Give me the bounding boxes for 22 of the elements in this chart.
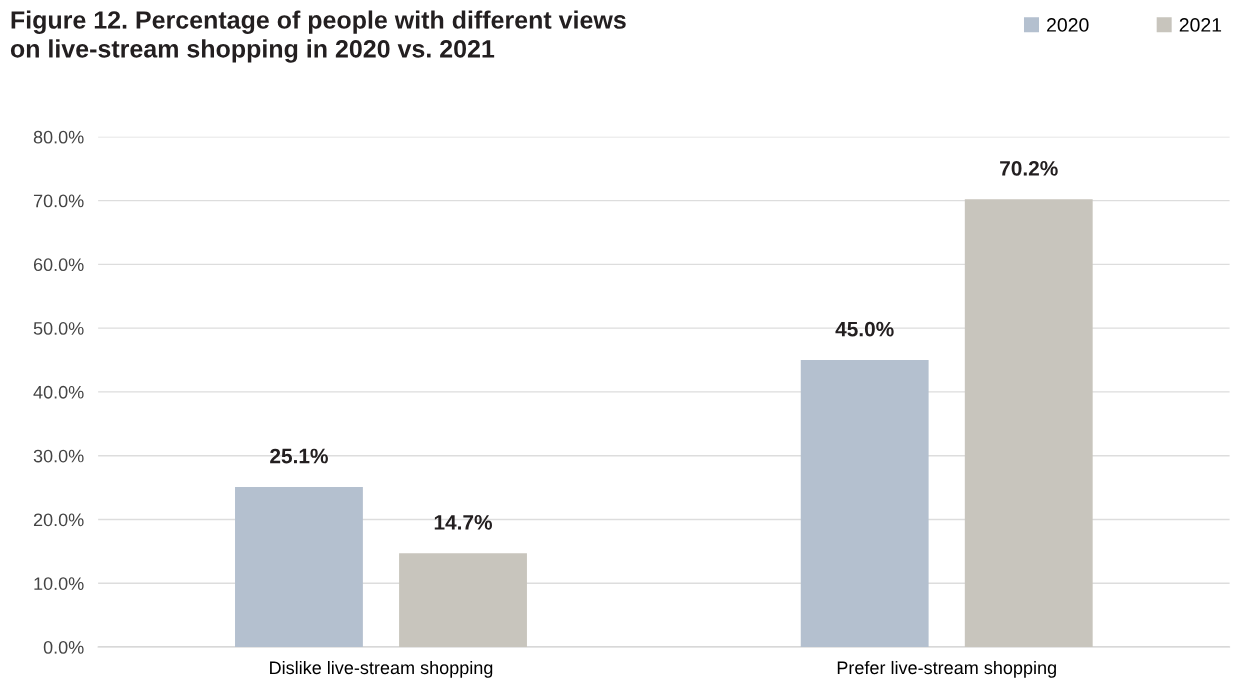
- chart-title: Figure 12. Percentage of people with different views on live-stream shopping in 2020 vs. 2021: [10, 10, 626, 63]
- data-label: 25.1%: [270, 448, 328, 464]
- x-tick-label: Prefer live-stream shopping: [837, 660, 1056, 678]
- y-tick-label: 10.0%: [34, 577, 84, 590]
- data-label: 14.7%: [434, 515, 492, 530]
- y-tick-label: 40.0%: [33, 385, 84, 399]
- bar: [964, 199, 1093, 648]
- bar: [235, 486, 363, 648]
- y-tick-label: 30.0%: [33, 449, 84, 463]
- legend-label: 2020: [1047, 18, 1089, 32]
- legend-label: 2021: [1179, 18, 1222, 32]
- bar: [399, 553, 527, 648]
- y-tick-label: 80.0%: [33, 130, 84, 144]
- bar: [800, 360, 929, 648]
- data-label: 70.2%: [1000, 161, 1058, 176]
- y-tick-label: 70.0%: [33, 194, 84, 208]
- data-label: 45.0%: [835, 321, 894, 337]
- y-tick-label: 20.0%: [33, 513, 84, 527]
- y-tick-label: 0.0%: [43, 640, 84, 654]
- x-tick-label: Dislike live-stream shopping: [270, 660, 493, 678]
- y-tick-label: 50.0%: [33, 322, 84, 335]
- y-tick-label: 60.0%: [33, 258, 84, 272]
